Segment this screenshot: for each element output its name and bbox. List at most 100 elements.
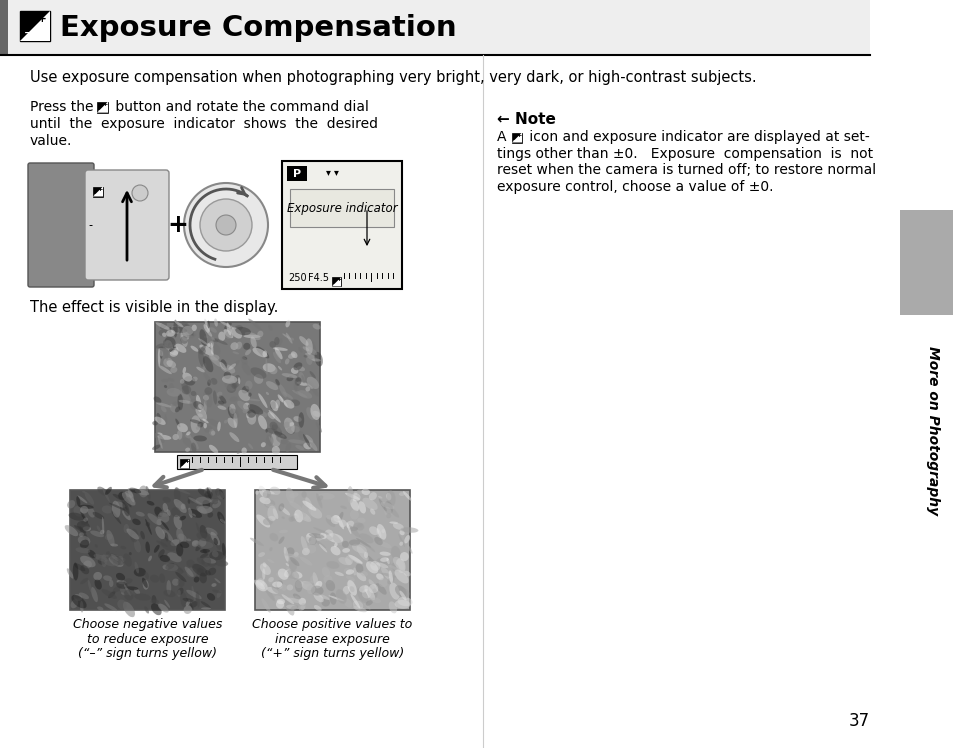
Ellipse shape (267, 587, 278, 594)
Ellipse shape (220, 359, 227, 369)
Ellipse shape (204, 335, 208, 338)
Ellipse shape (118, 491, 126, 500)
Ellipse shape (100, 530, 104, 534)
Ellipse shape (146, 486, 151, 500)
Ellipse shape (162, 333, 167, 337)
Ellipse shape (203, 324, 209, 333)
Ellipse shape (293, 513, 298, 518)
Ellipse shape (216, 391, 222, 397)
Ellipse shape (288, 353, 295, 359)
Ellipse shape (349, 586, 355, 592)
Ellipse shape (80, 539, 89, 548)
Ellipse shape (180, 542, 189, 548)
Ellipse shape (369, 584, 378, 593)
Ellipse shape (346, 569, 354, 574)
Ellipse shape (256, 578, 264, 586)
Polygon shape (97, 102, 108, 113)
Ellipse shape (92, 512, 104, 519)
Ellipse shape (300, 581, 313, 590)
Ellipse shape (120, 546, 126, 549)
Ellipse shape (345, 493, 360, 500)
Ellipse shape (309, 533, 324, 539)
Ellipse shape (73, 594, 82, 601)
Text: Exposure indicator: Exposure indicator (287, 201, 396, 215)
Ellipse shape (399, 591, 406, 601)
Ellipse shape (211, 378, 217, 384)
Circle shape (184, 183, 268, 267)
Ellipse shape (185, 434, 192, 438)
Ellipse shape (200, 553, 208, 558)
Ellipse shape (306, 545, 315, 554)
Ellipse shape (389, 521, 397, 524)
Ellipse shape (233, 325, 243, 331)
Ellipse shape (357, 518, 365, 523)
Ellipse shape (175, 564, 184, 572)
Ellipse shape (305, 353, 317, 361)
Ellipse shape (195, 591, 199, 607)
Ellipse shape (355, 563, 363, 573)
Ellipse shape (216, 361, 228, 367)
Ellipse shape (387, 577, 395, 584)
Ellipse shape (266, 381, 278, 390)
Ellipse shape (207, 512, 213, 518)
Ellipse shape (337, 516, 344, 530)
Ellipse shape (175, 419, 180, 427)
Ellipse shape (135, 512, 145, 517)
Ellipse shape (281, 594, 294, 604)
Ellipse shape (294, 416, 301, 422)
Ellipse shape (281, 373, 297, 378)
Ellipse shape (328, 595, 344, 601)
Ellipse shape (191, 443, 196, 453)
Ellipse shape (395, 586, 406, 597)
Ellipse shape (314, 605, 321, 611)
Ellipse shape (301, 375, 305, 383)
Ellipse shape (372, 589, 376, 594)
Ellipse shape (310, 575, 317, 583)
Ellipse shape (276, 581, 282, 589)
Ellipse shape (300, 605, 305, 610)
Ellipse shape (182, 326, 193, 335)
Ellipse shape (219, 519, 225, 524)
Ellipse shape (158, 329, 169, 336)
Ellipse shape (379, 551, 391, 556)
Ellipse shape (275, 432, 281, 438)
Text: Use exposure compensation when photographing very bright, very dark, or high-con: Use exposure compensation when photograp… (30, 70, 756, 85)
Ellipse shape (284, 599, 294, 616)
FancyBboxPatch shape (85, 170, 169, 280)
Ellipse shape (282, 334, 291, 340)
Ellipse shape (156, 519, 162, 525)
Ellipse shape (272, 586, 278, 593)
Bar (177, 455, 296, 469)
Bar (97, 102, 108, 113)
Ellipse shape (241, 386, 249, 393)
Ellipse shape (303, 355, 307, 358)
Ellipse shape (145, 542, 150, 553)
Ellipse shape (309, 381, 318, 396)
Ellipse shape (262, 568, 265, 580)
Ellipse shape (170, 350, 178, 357)
Ellipse shape (151, 599, 159, 604)
Ellipse shape (286, 333, 293, 343)
Text: icon and exposure indicator are displayed at set-: icon and exposure indicator are displaye… (524, 130, 869, 144)
Ellipse shape (162, 497, 171, 503)
Ellipse shape (349, 527, 357, 531)
Ellipse shape (140, 531, 145, 539)
Ellipse shape (308, 506, 322, 518)
Ellipse shape (198, 338, 208, 345)
Ellipse shape (222, 375, 237, 384)
Ellipse shape (270, 401, 275, 409)
Ellipse shape (402, 491, 412, 501)
Ellipse shape (158, 346, 175, 349)
Ellipse shape (100, 554, 118, 557)
Ellipse shape (192, 325, 196, 331)
Ellipse shape (192, 541, 198, 545)
Ellipse shape (243, 402, 250, 410)
Ellipse shape (171, 507, 180, 517)
Ellipse shape (268, 577, 274, 584)
Ellipse shape (187, 539, 191, 542)
Ellipse shape (350, 499, 358, 511)
Ellipse shape (198, 347, 206, 355)
Ellipse shape (121, 592, 126, 595)
Ellipse shape (289, 560, 296, 571)
Ellipse shape (262, 562, 266, 567)
